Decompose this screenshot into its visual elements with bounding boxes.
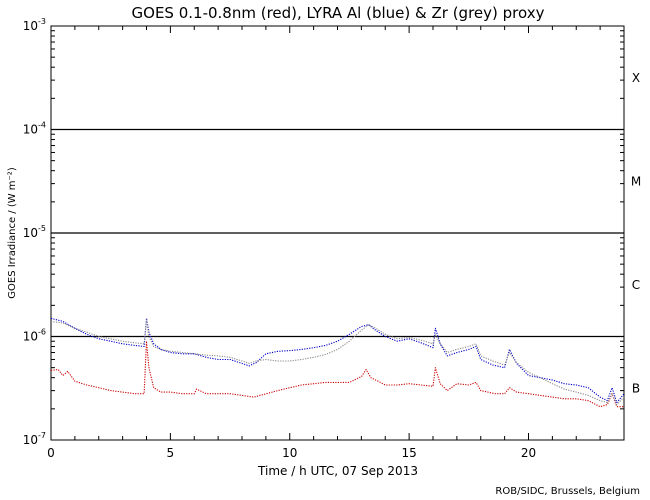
chart-title: GOES 0.1-0.8nm (red), LYRA Al (blue) & Z…: [132, 4, 545, 22]
series-line-2: [50, 319, 625, 406]
y-tick-label: 10-3: [23, 17, 46, 33]
series-line-0: [50, 340, 624, 408]
x-axis-label: Time / h UTC, 07 Sep 2013: [257, 464, 418, 478]
flare-class-lines: [51, 128, 624, 338]
series-layer: [50, 317, 625, 408]
credit-text: ROB/SIDC, Brussels, Belgium: [495, 486, 640, 497]
x-tick-label: 10: [282, 446, 297, 460]
flare-class-label: M: [631, 174, 641, 188]
x-tick-label: 5: [167, 446, 175, 460]
y-tick-label: 10-6: [23, 328, 46, 344]
series-line-1: [50, 317, 625, 404]
flare-class-label: B: [632, 381, 640, 395]
x-tick-label: 0: [47, 446, 55, 460]
flare-class-labels: X M C B: [631, 71, 641, 395]
y-tick-label: 10-4: [23, 121, 46, 137]
x-axis: 0 5 10 15 20: [47, 26, 601, 460]
y-axis-label: GOES Irradiance / (W m⁻²): [7, 167, 18, 299]
y-tick-label: 10-7: [23, 431, 46, 447]
y-axis: 10-7 10-6 10-5 10-4 10-3: [23, 17, 624, 447]
y-tick-label: 10-5: [23, 224, 46, 240]
x-tick-label: 15: [401, 446, 416, 460]
flare-class-label: X: [632, 71, 640, 85]
x-tick-label: 20: [521, 446, 536, 460]
flare-class-label: C: [632, 278, 640, 292]
